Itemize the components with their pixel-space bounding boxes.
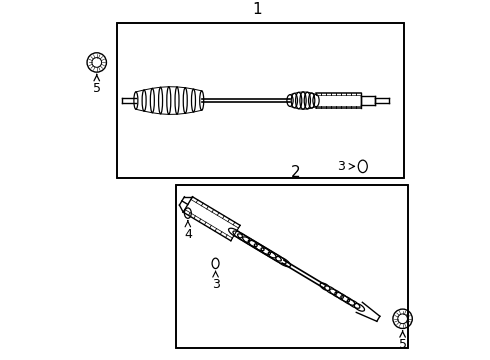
Text: 1: 1: [252, 3, 262, 17]
Text: 5: 5: [398, 338, 407, 351]
Bar: [117, 23, 404, 179]
Text: 3: 3: [338, 160, 345, 173]
Bar: [176, 185, 408, 348]
Text: 5: 5: [93, 81, 101, 95]
Text: 3: 3: [212, 278, 220, 291]
Bar: [117, 23, 404, 179]
Text: 2: 2: [291, 165, 300, 180]
Bar: [176, 185, 408, 348]
Text: 4: 4: [184, 228, 192, 241]
